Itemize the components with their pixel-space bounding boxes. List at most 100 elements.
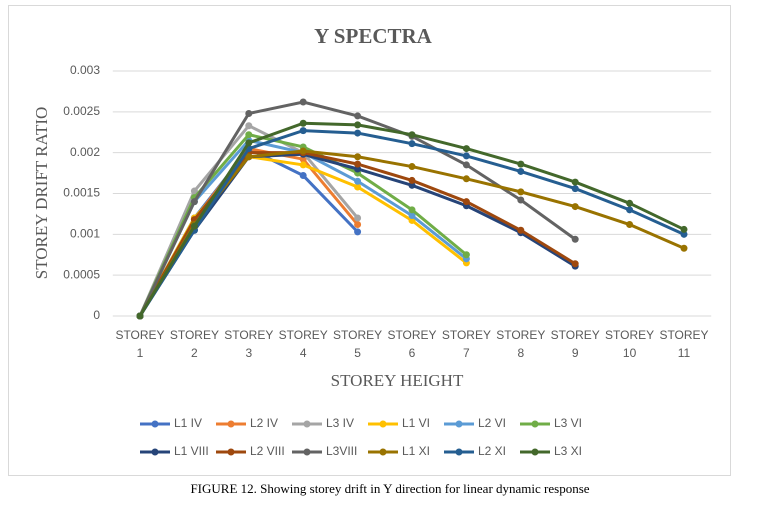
legend-swatch-dot	[227, 448, 235, 456]
legend-label: L2 IV	[250, 416, 278, 430]
data-point	[517, 160, 525, 168]
data-point	[136, 312, 144, 320]
y-tick-label: 0	[93, 308, 100, 322]
chart-frame	[8, 5, 731, 476]
data-point	[571, 185, 579, 193]
data-point	[462, 198, 470, 206]
x-tick-label: STOREY 3	[224, 328, 274, 360]
x-tick-label: STOREY 7	[441, 328, 491, 360]
data-point	[408, 206, 416, 214]
legend-label: L3VIII	[326, 444, 357, 458]
legend-swatch-dot	[303, 448, 311, 456]
legend-swatch-dot	[379, 448, 387, 456]
data-point	[408, 181, 416, 189]
legend-label: L1 XI	[402, 444, 430, 458]
legend-label: L2 VI	[478, 416, 506, 430]
data-point	[190, 198, 198, 206]
data-point	[354, 228, 362, 236]
data-point	[680, 244, 688, 252]
legend-swatch-dot	[151, 448, 159, 456]
x-axis-label: STOREY HEIGHT	[331, 371, 464, 390]
data-point	[299, 127, 307, 135]
legend-swatch-dot	[531, 420, 539, 428]
y-tick-label: 0.0025	[63, 104, 100, 118]
y-tick-label: 0.002	[70, 145, 100, 159]
data-point	[354, 214, 362, 222]
legend-swatch-dot	[303, 420, 311, 428]
data-point	[626, 206, 634, 214]
data-point	[680, 230, 688, 238]
data-point	[571, 203, 579, 211]
data-point	[354, 165, 362, 173]
data-point	[462, 175, 470, 183]
data-point	[354, 177, 362, 185]
data-point	[462, 161, 470, 169]
chart-title: Y SPECTRA	[314, 24, 432, 48]
data-point	[517, 196, 525, 204]
data-point	[408, 163, 416, 171]
data-point	[462, 145, 470, 153]
data-point	[680, 225, 688, 233]
data-point	[354, 153, 362, 161]
y-tick-label: 0.001	[70, 227, 100, 241]
x-tick-label: STOREY 5	[333, 328, 383, 360]
x-tick-label: STOREY 1	[115, 328, 165, 360]
data-point	[626, 221, 634, 229]
data-point	[299, 172, 307, 180]
data-point	[190, 187, 198, 195]
legend-label: L3 VI	[554, 416, 582, 430]
data-point	[354, 129, 362, 137]
legend-label: L2 VIII	[250, 444, 285, 458]
data-point	[408, 140, 416, 148]
legend-swatch-dot	[151, 420, 159, 428]
data-point	[408, 176, 416, 184]
data-point	[626, 199, 634, 207]
data-point	[517, 226, 525, 234]
legend-label: L3 XI	[554, 444, 582, 458]
legend-label: L2 XI	[478, 444, 506, 458]
y-tick-label: 0.0005	[63, 267, 100, 281]
data-point	[408, 131, 416, 139]
legend-swatch-dot	[455, 420, 463, 428]
x-tick-label: STOREY 10	[605, 328, 655, 360]
legend-label: L1 VI	[402, 416, 430, 430]
data-point	[190, 222, 198, 230]
y-axis-label: STOREY DRIFT RATIO	[32, 107, 51, 280]
data-point	[571, 178, 579, 186]
data-point	[517, 167, 525, 175]
data-point	[245, 109, 253, 117]
data-point	[462, 251, 470, 259]
legend-swatch-dot	[455, 448, 463, 456]
x-tick-label: STOREY 2	[169, 328, 219, 360]
x-tick-label: STOREY 8	[496, 328, 546, 360]
data-point	[299, 147, 307, 155]
x-tick-label: STOREY 4	[278, 328, 328, 360]
data-point	[299, 161, 307, 169]
data-point	[245, 139, 253, 147]
legend-label: L1 VIII	[174, 444, 209, 458]
y-tick-label: 0.0015	[63, 186, 100, 200]
data-point	[354, 183, 362, 191]
data-point	[354, 221, 362, 229]
data-point	[354, 112, 362, 120]
data-point	[571, 235, 579, 243]
legend-label: L1 IV	[174, 416, 202, 430]
caption: FIGURE 12. Showing storey drift in Y dir…	[190, 481, 589, 496]
data-point	[299, 119, 307, 127]
data-point	[299, 155, 307, 163]
data-point	[462, 152, 470, 160]
legend-swatch-dot	[531, 448, 539, 456]
legend-swatch-dot	[227, 420, 235, 428]
data-point	[517, 188, 525, 196]
data-point	[354, 160, 362, 168]
data-point	[354, 121, 362, 129]
data-point	[571, 260, 579, 268]
x-tick-label: STOREY 11	[659, 328, 709, 360]
y-tick-label: 0.003	[70, 63, 100, 77]
x-tick-label: STOREY 9	[550, 328, 600, 360]
legend-label: L3 IV	[326, 416, 354, 430]
data-point	[245, 122, 253, 130]
x-tick-label: STOREY 6	[387, 328, 437, 360]
